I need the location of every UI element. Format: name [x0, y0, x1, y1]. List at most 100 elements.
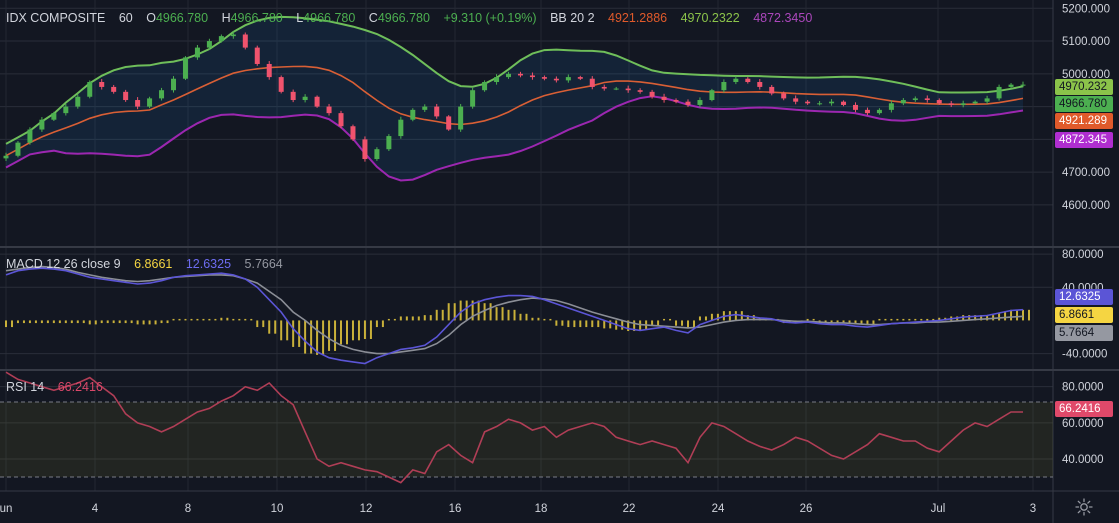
candle-body [123, 91, 129, 101]
candle-body [206, 41, 212, 48]
candle-body [817, 103, 823, 105]
candle-body [99, 82, 105, 87]
main-legend: IDX COMPOSITE 60 O4966.780 H4966.780 L49… [6, 11, 812, 25]
candle-body [51, 113, 57, 120]
macd-histogram-value: 6.8661 [134, 257, 173, 271]
candle-body [924, 98, 930, 101]
candle-body [876, 109, 882, 114]
macd-tick-label: -40.0000 [1062, 349, 1107, 361]
time-tick-label: 16 [449, 503, 462, 515]
candle-body [661, 96, 667, 101]
candle-body [398, 119, 404, 137]
candle-body [422, 106, 428, 110]
candle-body [769, 86, 775, 94]
bollinger-bands [5, 15, 1024, 182]
candle-body [15, 142, 21, 156]
rsi-legend: RSI 14 66.2416 [6, 380, 103, 394]
candle-body [159, 90, 165, 99]
candle-body [314, 96, 320, 107]
macd-value-tag: 12.6325 [1055, 289, 1113, 305]
candle-body [194, 47, 200, 58]
gear-icon[interactable] [1074, 497, 1094, 517]
macd-indicator-name[interactable]: MACD 12 26 close 9 [6, 257, 121, 271]
candle-body [529, 75, 535, 78]
candle-body [278, 77, 284, 92]
rsi-tick-label: 60.0000 [1062, 418, 1104, 430]
rsi-value-tag: 66.2416 [1055, 401, 1113, 417]
candle-body [482, 82, 488, 91]
candle-body [912, 98, 918, 101]
candle-body [410, 109, 416, 120]
grid [0, 0, 1053, 491]
candle-body [793, 98, 799, 102]
candle-body [254, 47, 260, 64]
close-label: C [368, 11, 378, 25]
candle-body [781, 93, 787, 99]
candle-body [805, 101, 811, 104]
rsi-indicator-name[interactable]: RSI 14 [6, 380, 45, 394]
interval[interactable]: 60 [118, 11, 133, 25]
open-label: O [146, 11, 156, 25]
bollinger-band-fill [6, 16, 1023, 181]
candle-body [290, 91, 296, 101]
candle-body [3, 155, 9, 159]
candle-body [171, 78, 177, 91]
macd-tick-label: 80.0000 [1062, 249, 1104, 261]
candle-body [362, 139, 368, 160]
candle-body [625, 88, 631, 91]
last-price-tag: 4966.780 [1055, 96, 1113, 112]
price-tick-label: 5200.000 [1062, 3, 1110, 15]
candle-body [517, 73, 523, 76]
candle-body [434, 106, 440, 117]
candle-body [984, 98, 990, 102]
candle-body [697, 100, 703, 105]
candle-body [27, 129, 33, 143]
time-axis: un 4 8 10 12 16 18 22 24 26 Jul 3 [0, 503, 1036, 515]
price-tick-label: 4600.000 [1062, 200, 1110, 212]
change-value: +9.310 (+0.19%) [443, 11, 537, 25]
high-value: 4966.780 [230, 11, 283, 25]
candle-body [446, 116, 452, 130]
candle-body [302, 96, 308, 101]
time-tick-label: 12 [360, 503, 373, 515]
candle-body [350, 126, 356, 140]
candle-body [589, 78, 595, 87]
rsi-line [5, 371, 1023, 484]
time-tick-label: 3 [1030, 503, 1036, 515]
bb-lower-value: 4872.3450 [753, 11, 813, 25]
candle-body [948, 103, 954, 105]
candle-body [266, 63, 272, 78]
low-label: L [296, 11, 304, 25]
candle-body [541, 77, 547, 79]
open-value: 4966.780 [155, 11, 209, 25]
candle-body [470, 90, 476, 107]
candle-body [757, 82, 763, 87]
close-value: 4966.780 [377, 11, 430, 25]
time-tick-label: 18 [535, 503, 548, 515]
candle-body [888, 103, 894, 110]
macd-legend: MACD 12 26 close 9 6.8661 12.6325 5.7664 [6, 257, 283, 271]
candle-body [649, 91, 655, 97]
time-tick-label: 4 [92, 503, 99, 515]
candle-body [242, 34, 248, 48]
bollinger-upper-band [5, 15, 1024, 145]
bb-upper-value: 4970.2322 [680, 11, 740, 25]
high-label: H [221, 11, 231, 25]
candles [3, 31, 1026, 162]
candle-body [135, 100, 141, 107]
candle-body [972, 101, 978, 104]
candle-body [506, 73, 512, 78]
bollinger-lower-band [5, 95, 1024, 182]
candle-body [721, 82, 727, 91]
time-tick-label: 8 [185, 503, 191, 515]
candle-body [111, 86, 117, 92]
time-tick-label: 10 [271, 503, 284, 515]
candle-body [386, 136, 392, 150]
candle-body [613, 88, 619, 90]
bb-indicator-name[interactable]: BB 20 2 [550, 11, 595, 25]
bollinger-middle-band [5, 65, 1024, 157]
macd-grid [0, 253, 1053, 355]
macd-line [5, 267, 1024, 365]
symbol-name[interactable]: IDX COMPOSITE [6, 11, 106, 25]
